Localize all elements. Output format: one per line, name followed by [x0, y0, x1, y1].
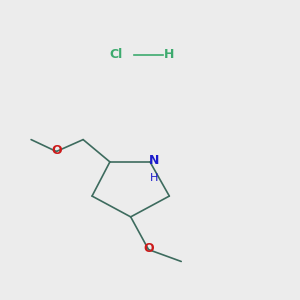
- Text: H: H: [149, 173, 158, 183]
- Text: N: N: [148, 154, 159, 167]
- Text: O: O: [143, 242, 154, 255]
- Text: H: H: [164, 48, 175, 62]
- Text: O: O: [51, 143, 62, 157]
- Text: Cl: Cl: [109, 48, 122, 62]
